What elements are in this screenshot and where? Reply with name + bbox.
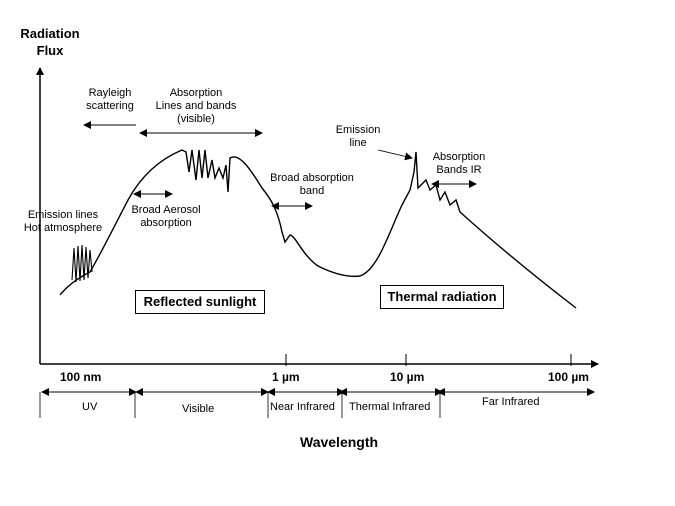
spectrum-curve [59, 149, 577, 309]
broad-absorption-line2: band [299, 185, 325, 197]
aerosol-label-line1: Broad Aerosol [131, 204, 201, 216]
absorption-visible-line2: Lines and bands [155, 100, 237, 112]
emission-line-line2: line [349, 137, 367, 149]
tick-label-100nm: 100 nm [60, 370, 102, 384]
emission-lines-label: Emission lines Hot atmosphere [16, 209, 110, 235]
aerosol-label-line2: absorption [140, 217, 192, 229]
tick-label-100um: 100 µm [548, 370, 589, 384]
absorption-visible-label: Absorption Lines and bands (visible) [148, 87, 244, 126]
rayleigh-label-line1: Rayleigh [88, 87, 132, 99]
y-axis-title: Radiation Flux [8, 25, 92, 59]
absorption-ir-line2: Bands IR [436, 164, 482, 176]
aerosol-label: Broad Aerosol absorption [126, 204, 206, 230]
tick-label-1um: 1 µm [272, 370, 300, 384]
y-axis-title-line1: Radiation [20, 26, 80, 41]
absorption-ir-label: Absorption Bands IR [424, 151, 494, 177]
emission-lines-line2: Hot atmosphere [23, 222, 103, 234]
rayleigh-label-line2: scattering [86, 100, 134, 112]
tick-label-10um: 10 µm [390, 370, 425, 384]
rayleigh-label: Rayleigh scattering [78, 87, 142, 113]
x-axis-title: Wavelength [300, 434, 379, 450]
emission-line-pointer [377, 149, 413, 161]
emission-line-label: Emission line [330, 124, 386, 150]
region-label-uv: UV [82, 401, 98, 413]
absorption-visible-line1: Absorption [169, 87, 223, 99]
y-axis-title-line2: Flux [36, 43, 64, 58]
region-label-thermal-infrared: Thermal Infrared [349, 401, 431, 413]
reflected-sunlight-box: Reflected sunlight [135, 290, 265, 314]
region-label-far-infrared: Far Infrared [482, 396, 540, 408]
absorption-ir-line1: Absorption [432, 151, 486, 163]
thermal-radiation-box: Thermal radiation [380, 285, 504, 309]
emission-lines-line1: Emission lines [27, 209, 99, 221]
emission-spikes [71, 244, 93, 283]
region-label-visible: Visible [182, 403, 215, 415]
emission-line-line1: Emission [335, 124, 381, 136]
broad-absorption-label: Broad absorption band [262, 172, 362, 198]
absorption-visible-line3: (visible) [177, 113, 215, 125]
broad-absorption-line1: Broad absorption [270, 172, 354, 184]
region-label-near-infrared: Near Infrared [270, 401, 335, 413]
